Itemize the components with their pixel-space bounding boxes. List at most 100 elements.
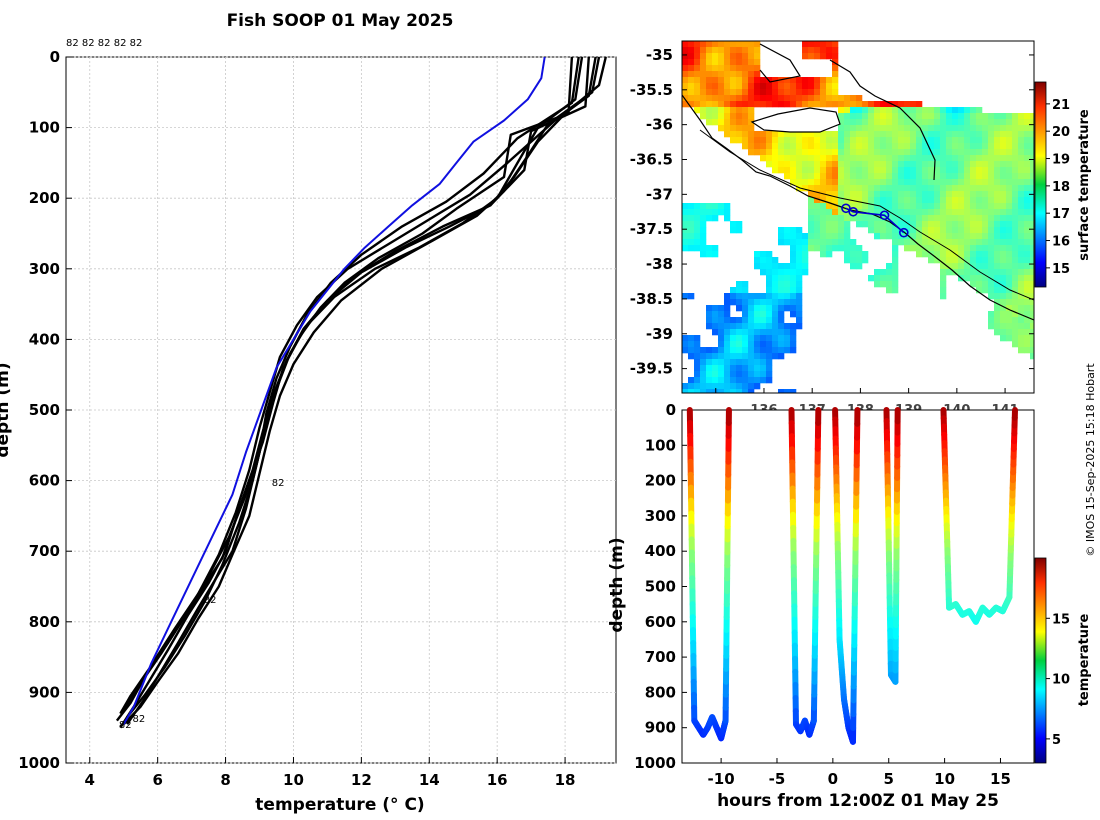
sst-cell	[760, 251, 767, 258]
sst-cell	[892, 251, 899, 258]
sst-cell	[844, 113, 851, 120]
sst-cell	[766, 155, 773, 162]
sst-cell	[796, 167, 803, 174]
sst-cell	[886, 263, 893, 270]
sst-cell	[874, 167, 881, 174]
sst-cell	[862, 107, 869, 114]
sst-cell	[916, 179, 923, 186]
sst-cell	[796, 155, 803, 162]
sst-cell	[724, 323, 731, 330]
sst-cell	[982, 197, 989, 204]
sst-cell	[994, 239, 1001, 246]
sst-cell	[1012, 179, 1019, 186]
sst-cell	[796, 149, 803, 156]
sst-cell	[808, 101, 815, 108]
sst-cell	[892, 107, 899, 114]
sst-cell	[778, 233, 785, 240]
sst-cell	[994, 233, 1001, 240]
sst-cell	[754, 71, 761, 78]
sst-cell	[868, 185, 875, 192]
sst-cell	[754, 365, 761, 372]
sst-cell	[766, 251, 773, 258]
sst-cell	[748, 41, 755, 48]
sst-cell	[820, 227, 827, 234]
sst-cell	[922, 125, 929, 132]
sst-cell	[946, 143, 953, 150]
sst-cell	[796, 269, 803, 276]
sst-cell	[964, 155, 971, 162]
sst-cell	[880, 113, 887, 120]
sst-cell	[742, 323, 749, 330]
sst-cell	[946, 233, 953, 240]
sst-cell	[742, 311, 749, 318]
sst-cell	[772, 281, 779, 288]
sst-cell	[730, 113, 737, 120]
sst-cell	[982, 269, 989, 276]
sst-cell	[952, 257, 959, 264]
sst-cell	[832, 59, 839, 66]
sst-cell	[844, 107, 851, 114]
sst-cell	[964, 263, 971, 270]
sst-cell	[820, 155, 827, 162]
sst-cell	[826, 221, 833, 228]
sst-cell	[958, 203, 965, 210]
sst-cell	[766, 143, 773, 150]
sst-cell	[940, 179, 947, 186]
sst-cell	[964, 275, 971, 282]
sst-cell	[1030, 155, 1034, 162]
sst-cell	[934, 215, 941, 222]
sst-cell	[982, 263, 989, 270]
sst-cell	[826, 215, 833, 222]
sst-cell	[862, 155, 869, 162]
sst-cell	[976, 287, 983, 294]
sst-cell	[970, 257, 977, 264]
sst-cell	[1024, 191, 1031, 198]
sst-cell	[916, 221, 923, 228]
sst-cell	[706, 113, 713, 120]
sst-cell	[982, 215, 989, 222]
sst-cell	[760, 83, 767, 90]
sst-cell	[814, 167, 821, 174]
sst-cell	[928, 257, 935, 264]
sst-cell	[898, 161, 905, 168]
sst-cell	[988, 155, 995, 162]
sst-cell	[934, 113, 941, 120]
sst-cell	[886, 101, 893, 108]
sst-cell	[982, 275, 989, 282]
sst-cell	[934, 131, 941, 138]
sst-cell	[940, 239, 947, 246]
sst-cell	[892, 239, 899, 246]
sst-cell	[1024, 293, 1031, 300]
sst-cell	[1024, 305, 1031, 312]
sst-cell	[874, 203, 881, 210]
sst-cell	[730, 347, 737, 354]
sst-cell	[988, 245, 995, 252]
sst-cell	[1024, 341, 1031, 348]
sst-cell	[832, 215, 839, 222]
sst-cell	[934, 149, 941, 156]
sst-cell	[778, 389, 785, 393]
sst-cell	[730, 71, 737, 78]
sst-cell	[1012, 305, 1019, 312]
sst-cell	[778, 95, 785, 102]
sst-cell	[922, 215, 929, 222]
sst-cell	[718, 113, 725, 120]
sst-cell	[772, 137, 779, 144]
sst-cell	[754, 383, 761, 390]
sst-cell	[892, 269, 899, 276]
sst-cell	[820, 233, 827, 240]
sst-cell	[724, 47, 731, 54]
sst-cell	[874, 161, 881, 168]
sst-cell	[796, 143, 803, 150]
sst-cell	[796, 101, 803, 108]
section-xtick-label: 15	[990, 770, 1011, 788]
sst-cell	[970, 233, 977, 240]
sst-cell	[850, 257, 857, 264]
sst-cell	[898, 185, 905, 192]
sst-cell	[928, 161, 935, 168]
sst-cell	[988, 185, 995, 192]
sst-cell	[940, 257, 947, 264]
sst-cell	[814, 53, 821, 60]
sst-cell	[772, 329, 779, 336]
sst-cell	[742, 143, 749, 150]
